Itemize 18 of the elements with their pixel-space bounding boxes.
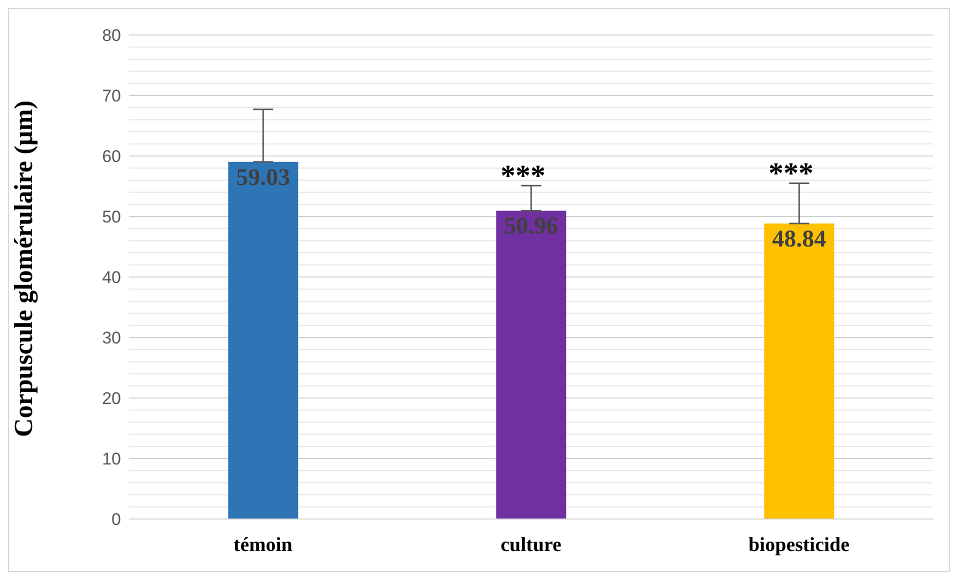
y-tick-label: 20	[102, 389, 121, 408]
x-tick-label: témoin	[234, 534, 292, 556]
y-tick-label: 40	[102, 268, 121, 288]
y-tick-label: 70	[102, 86, 121, 106]
y-tick-label: 80	[102, 26, 121, 46]
annotation: ***	[500, 160, 546, 193]
y-tick-label: 30	[102, 328, 121, 348]
y-axis-title: Corpuscule glomérulaire (µm)	[9, 100, 38, 437]
data-label: 48.84	[772, 226, 826, 253]
y-tick-label: 0	[112, 510, 121, 530]
data-label: 50.96	[504, 214, 558, 240]
y-tick-label: 50	[102, 208, 121, 227]
y-tick-label: 10	[102, 450, 121, 469]
x-tick-label: culture	[500, 534, 562, 556]
annotation: ***	[768, 157, 814, 190]
y-tick-label: 60	[102, 147, 121, 166]
data-label: 59.03	[236, 164, 290, 191]
x-tick-label: biopesticide	[748, 534, 850, 556]
